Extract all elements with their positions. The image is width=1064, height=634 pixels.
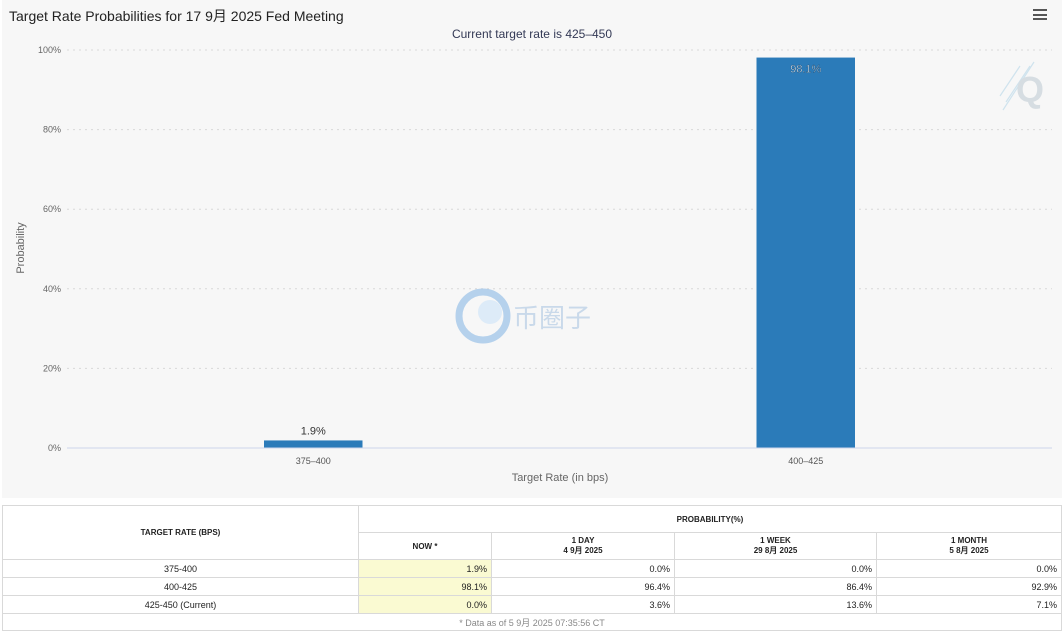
chart-title: Target Rate Probabilities for 17 9月 2025…	[9, 8, 344, 24]
value-cell: 0.0%	[674, 559, 877, 578]
x-tick-label: 400–425	[788, 456, 823, 466]
value-cell: 3.6%	[491, 595, 675, 614]
rate-cell: 425-450 (Current)	[2, 595, 359, 614]
value-cell: 86.4%	[674, 577, 877, 596]
value-cell-now: 1.9%	[358, 559, 492, 578]
bar-value-label: 1.9%	[301, 425, 326, 437]
x-tick-label: 375–400	[296, 456, 331, 466]
menu-icon[interactable]	[1033, 9, 1047, 23]
table-row: 400-425 98.1% 96.4% 86.4% 92.9%	[2, 577, 1062, 596]
bar-400–425[interactable]	[756, 57, 856, 448]
probability-chart: Q 币圈子 Current target rate is 425–450 Pro…	[15, 27, 1052, 484]
col-1month-header: 1 MONTH 5 8月 2025	[876, 532, 1062, 560]
rate-cell: 375-400	[2, 559, 359, 578]
value-cell: 96.4%	[491, 577, 675, 596]
x-axis-label: Target Rate (in bps)	[512, 472, 609, 484]
value-cell-now: 0.0%	[358, 595, 492, 614]
y-tick-label: 40%	[43, 284, 61, 294]
footnote: * Data as of 5 9月 2025 07:35:56 CT	[2, 613, 1062, 631]
value-cell: 0.0%	[491, 559, 675, 578]
chart-panel	[2, 0, 1062, 498]
watermark-logo-text: 币圈子	[513, 304, 591, 334]
chart-subtitle: Current target rate is 425–450	[452, 27, 612, 41]
col-1day-header: 1 DAY 4 9月 2025	[491, 532, 675, 560]
y-tick-label: 20%	[43, 363, 61, 373]
svg-text:Q: Q	[1016, 69, 1044, 110]
y-tick-label: 0%	[48, 443, 61, 453]
value-cell: 92.9%	[876, 577, 1062, 596]
target-rate-header: TARGET RATE (BPS)	[2, 505, 359, 560]
y-tick-label: 100%	[38, 45, 61, 55]
table-row: 425-450 (Current) 0.0% 3.6% 13.6% 7.1%	[2, 595, 1062, 614]
col-now-header: NOW *	[358, 532, 492, 560]
y-axis-label: Probability	[15, 222, 27, 274]
footnote-row: * Data as of 5 9月 2025 07:35:56 CT	[2, 613, 1062, 631]
table-row: 375-400 1.9% 0.0% 0.0% 0.0%	[2, 559, 1062, 578]
y-tick-label: 80%	[43, 125, 61, 135]
col-1week-header: 1 WEEK 29 8月 2025	[674, 532, 877, 560]
probability-table: TARGET RATE (BPS) PROBABILITY(%) NOW * 1…	[2, 505, 1062, 631]
q-logo-watermark: Q	[999, 61, 1044, 111]
x-axis-ticks: 375–400 400–425	[296, 456, 824, 466]
bars	[264, 57, 856, 448]
value-cell-now: 98.1%	[358, 577, 492, 596]
y-axis-ticks: 0% 20% 40% 60% 80% 100%	[38, 45, 61, 453]
value-cell: 7.1%	[876, 595, 1062, 614]
value-cell: 13.6%	[674, 595, 877, 614]
value-cell: 0.0%	[876, 559, 1062, 578]
bar-value-label: 98.1%	[790, 64, 821, 76]
gridlines	[67, 49, 1052, 369]
probability-header: PROBABILITY(%)	[358, 505, 1062, 533]
y-tick-label: 60%	[43, 204, 61, 214]
data-labels: 1.9% 98.1%	[301, 63, 822, 437]
rate-cell: 400-425	[2, 577, 359, 596]
coin-circle-logo-watermark: 币圈子	[455, 288, 591, 344]
bar-375–400[interactable]	[264, 440, 363, 448]
